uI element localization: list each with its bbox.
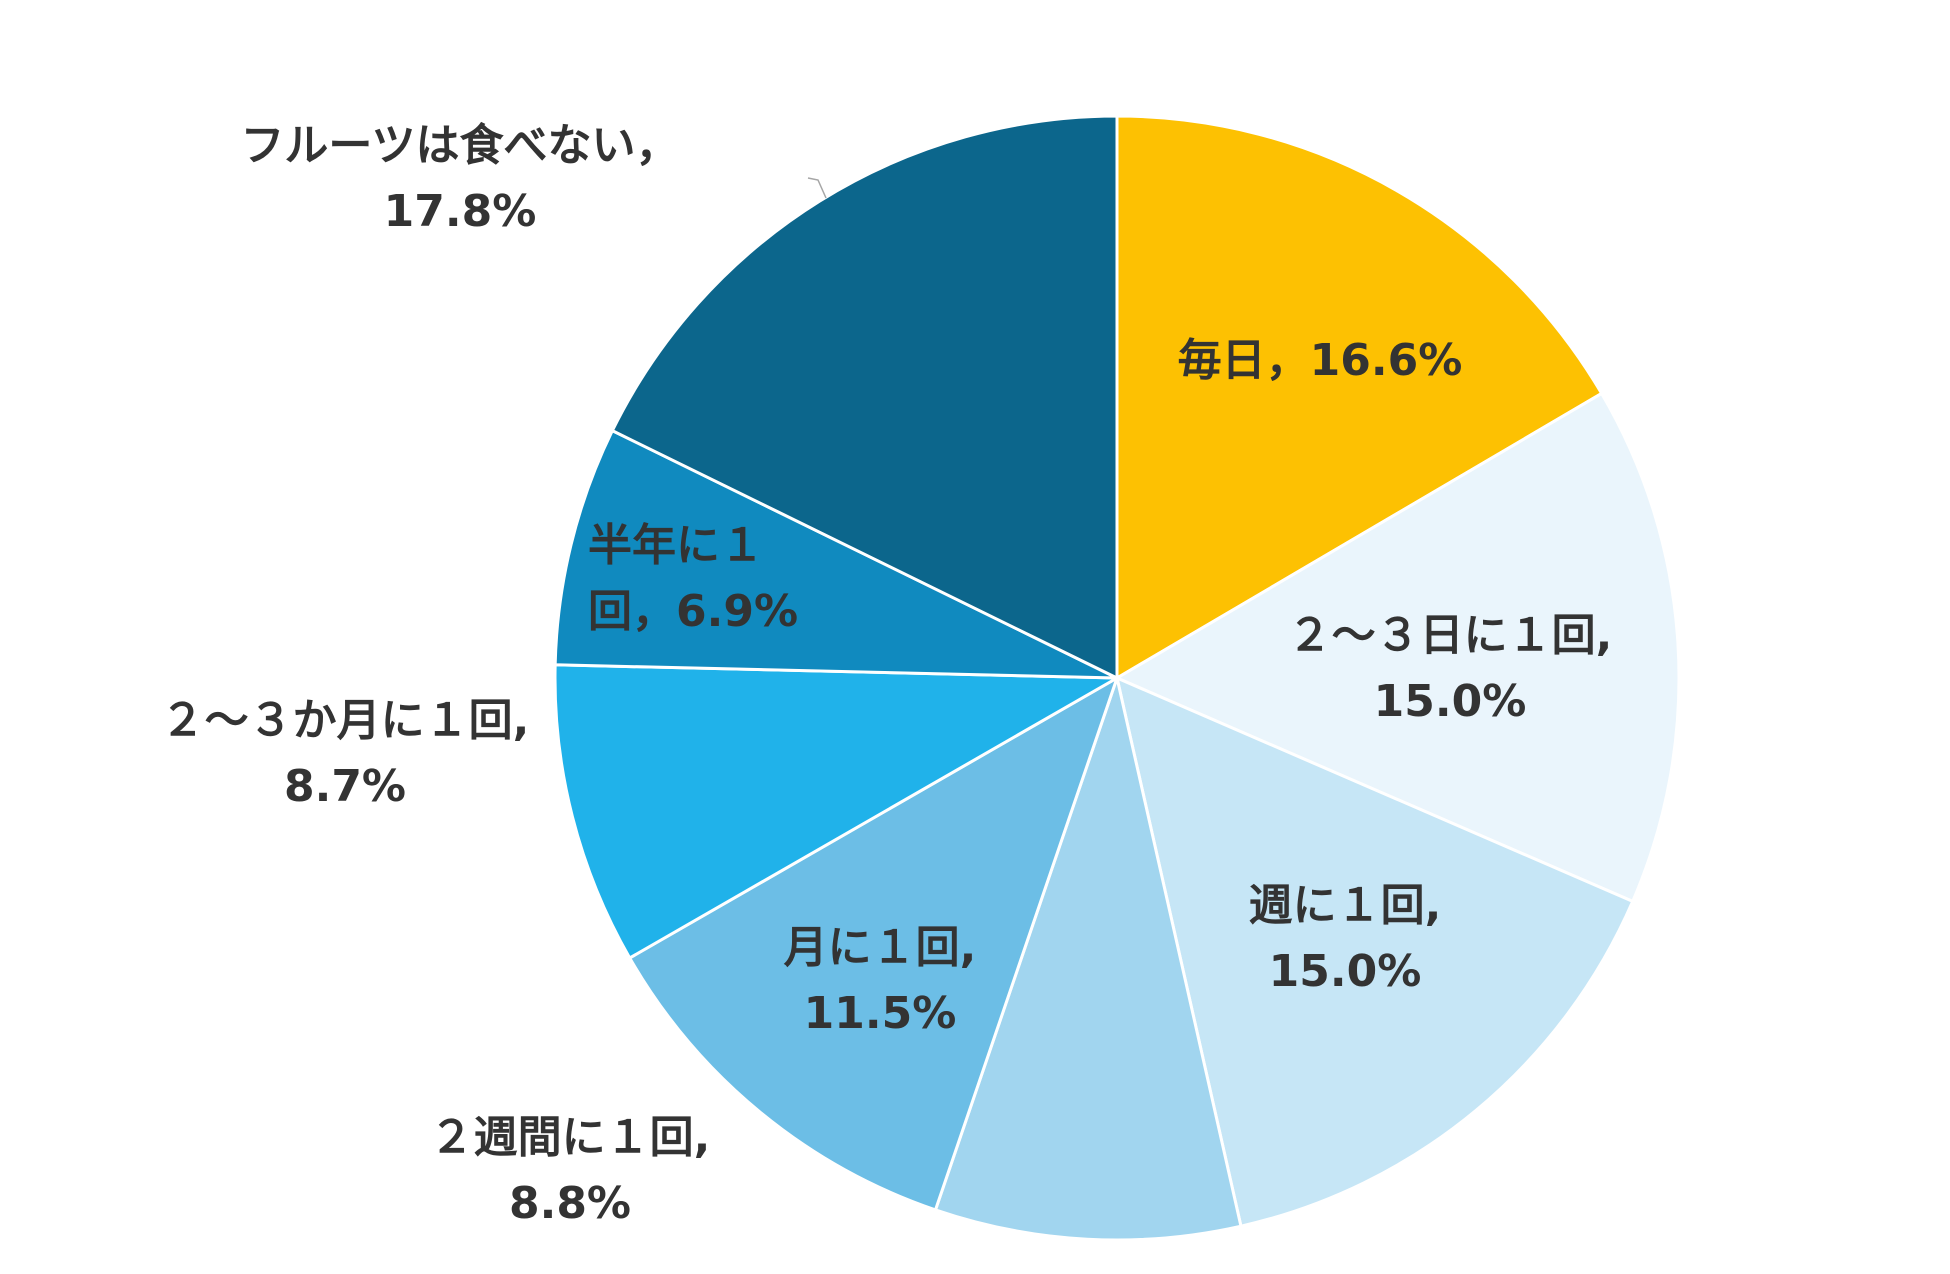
data-label-line: 月に１回,: [784, 922, 977, 973]
data-label-line: 毎日，16.6%: [1178, 335, 1463, 386]
data-label: ２～３日に１回, 15.0%: [1288, 610, 1613, 727]
data-label-line: 週に１回,: [1249, 880, 1442, 931]
pie-slice: [1113, 391, 1681, 904]
data-label: 週に１回, 15.0%: [1249, 880, 1442, 997]
data-label-line: 15.0%: [1269, 946, 1422, 997]
pie-slice: [553, 663, 1123, 961]
pie-slices: [553, 114, 1681, 1242]
data-label: 半年に１ 回，6.9%: [588, 520, 798, 637]
pie-slice: [1114, 675, 1635, 1228]
data-label: ２～３か月に１回, 8.7%: [161, 695, 530, 812]
data-label-line: 8.8%: [509, 1178, 631, 1229]
data-label-line: 17.8%: [384, 186, 537, 237]
data-label: 毎日，16.6%: [1178, 335, 1463, 386]
data-label: 月に１回, 11.5%: [784, 922, 977, 1039]
data-label-line: フルーツは食べない，: [240, 120, 679, 171]
pie-slice: [1115, 114, 1604, 681]
data-label-line: ２～３か月に１回,: [161, 695, 530, 746]
data-label-line: 8.7%: [284, 761, 406, 812]
data-label-line: 15.0%: [1374, 676, 1527, 727]
data-label-line: ２週間に１回,: [430, 1112, 711, 1163]
data-labels: 毎日，16.6% ２～３日に１回, 15.0% 週に１回, 15.0% ２週間に１回, 8.…: [161, 120, 1613, 1229]
leader-line: [807, 177, 827, 199]
pie-slice: [553, 428, 1118, 680]
pie-slice: [627, 674, 1120, 1212]
data-label-line: 11.5%: [804, 988, 957, 1039]
data-label-line: ２～３日に１回,: [1288, 610, 1613, 661]
pie-slice: [933, 672, 1243, 1242]
data-label-line: 回，6.9%: [588, 586, 798, 637]
pie-slice: [610, 114, 1119, 681]
leader-lines: [807, 177, 827, 199]
data-label: フルーツは食べない， 17.8%: [240, 120, 679, 237]
data-label-line: 半年に１: [588, 520, 764, 571]
data-label: ２週間に１回, 8.8%: [430, 1112, 711, 1229]
